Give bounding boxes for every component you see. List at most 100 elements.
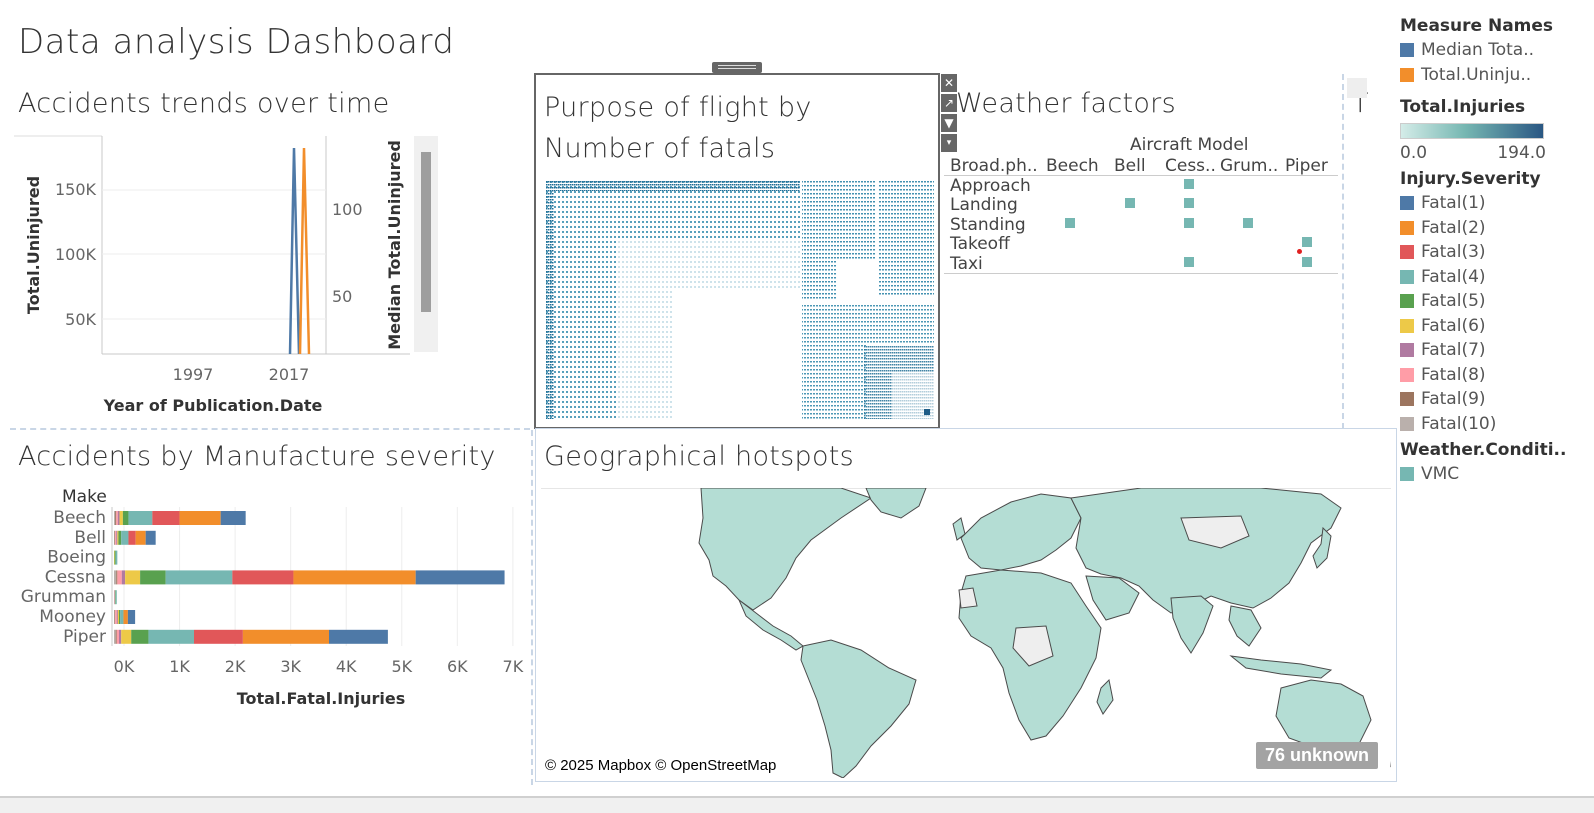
mfg-bar-grumman-fatal-5[interactable] — [115, 590, 116, 605]
legend-item-label: Fatal(2) — [1421, 217, 1486, 238]
mfg-bar-cessna-fatal-2[interactable] — [293, 570, 416, 585]
mfg-bar-boeing-fatal-4[interactable] — [115, 550, 118, 565]
mfg-bar-beech-fatal-10[interactable] — [114, 511, 116, 525]
trends-scrollbar-thumb[interactable] — [421, 152, 431, 312]
mfg-bar-bell-fatal-9[interactable] — [114, 530, 116, 545]
mfg-bar-piper-fatal-7[interactable] — [119, 629, 122, 644]
mfg-bar-mooney-fatal-10[interactable] — [114, 610, 115, 624]
mfg-bar-bell-fatal-3[interactable] — [128, 530, 136, 545]
legend-severity-fatal-9[interactable]: Fatal(9) — [1400, 387, 1590, 412]
mfg-bar-bell-fatal-10[interactable] — [114, 530, 115, 545]
legend-severity-fatal-2[interactable]: Fatal(2) — [1400, 216, 1590, 241]
close-icon[interactable]: ✕ — [941, 74, 957, 92]
legend-measure-median-tota[interactable]: Median Tota.. — [1400, 38, 1590, 63]
mfg-bar-cessna-fatal-10[interactable] — [114, 570, 117, 585]
legend-severity-fatal-8[interactable]: Fatal(8) — [1400, 363, 1590, 388]
bottom-scrollbar[interactable] — [0, 796, 1594, 813]
mfg-bar-cessna-fatal-8[interactable] — [117, 570, 122, 585]
mfg-bar-mooney-fatal-9[interactable] — [114, 610, 116, 624]
legend-severity-fatal-10[interactable]: Fatal(10) — [1400, 412, 1590, 437]
mfg-bar-piper-fatal-3[interactable] — [194, 629, 243, 644]
mfg-bar-cessna-fatal-9[interactable] — [116, 570, 118, 585]
mfg-bar-piper-fatal-9[interactable] — [115, 629, 117, 644]
mfg-bar-piper-fatal-6[interactable] — [121, 629, 132, 644]
filter-icon[interactable]: ▼ — [941, 114, 957, 132]
mfg-bar-beech-fatal-5[interactable] — [122, 511, 129, 525]
legend-severity-fatal-4[interactable]: Fatal(4) — [1400, 265, 1590, 290]
weather-mark-landing-cess[interactable] — [1184, 198, 1194, 208]
mfg-bar-beech-fatal-1[interactable] — [220, 511, 246, 525]
mfg-bar-bell-fatal-4[interactable] — [121, 530, 129, 545]
weather-mark-takeoff-piper[interactable] — [1302, 237, 1312, 247]
mfg-bar-grumman-fatal-4[interactable] — [115, 590, 117, 605]
legend-severity-fatal-3[interactable]: Fatal(3) — [1400, 240, 1590, 265]
world-map[interactable]: © 2025 Mapbox © OpenStreetMap — [541, 488, 1391, 778]
legend-severity-fatal-7[interactable]: Fatal(7) — [1400, 338, 1590, 363]
map-nodata-mongolia — [1180, 515, 1250, 549]
more-options-icon[interactable]: ▾ — [941, 134, 957, 152]
mfg-bar-beech-fatal-4[interactable] — [128, 511, 153, 525]
trends-y-left-label: Total.Uninjured — [24, 176, 43, 314]
trends-scrollbar[interactable] — [414, 136, 438, 352]
mfg-bar-piper-fatal-10[interactable] — [114, 629, 116, 644]
mfg-bar-piper-fatal-1[interactable] — [329, 629, 388, 644]
purpose-treemap[interactable] — [546, 181, 936, 419]
mfg-bar-boeing-fatal-6[interactable] — [114, 550, 115, 565]
weather-mark-approach-cess[interactable] — [1184, 179, 1194, 189]
mfg-bar-beech-fatal-6[interactable] — [119, 511, 123, 525]
mfg-bar-beech-fatal-7[interactable] — [117, 511, 120, 525]
mfg-bar-mooney-fatal-7[interactable] — [116, 610, 118, 624]
weather-mark-standing-cess[interactable] — [1184, 218, 1194, 228]
mfg-bar-mooney-fatal-4[interactable] — [120, 610, 124, 624]
weather-mark-landing-bell[interactable] — [1125, 198, 1135, 208]
purpose-panel[interactable]: Purpose of flight by Number of fatals — [534, 73, 940, 429]
go-to-sheet-icon[interactable]: ↗ — [941, 94, 957, 112]
mfg-bar-piper-fatal-2[interactable] — [242, 629, 329, 644]
mfg-bar-mooney-fatal-5[interactable] — [119, 610, 121, 624]
mfg-bar-bell-fatal-6[interactable] — [117, 530, 119, 545]
mfg-bar-bell-fatal-2[interactable] — [135, 530, 146, 545]
mfg-bar-bell-fatal-5[interactable] — [118, 530, 122, 545]
mfg-category-piper: Piper — [63, 627, 106, 647]
weather-mark-taxi-piper[interactable] — [1302, 257, 1312, 267]
mfg-bar-cessna-fatal-7[interactable] — [121, 570, 126, 585]
mfg-bar-beech-fatal-9[interactable] — [115, 511, 117, 525]
mfg-bar-boeing-fatal-5[interactable] — [114, 550, 116, 565]
mfg-bar-bell-fatal-7[interactable] — [116, 530, 118, 545]
weather-mark-standing-grum[interactable] — [1243, 218, 1253, 228]
legend-total-injuries-gradient[interactable] — [1400, 123, 1544, 139]
weather-mark-standing-beech[interactable] — [1065, 218, 1075, 228]
move-handle-grip — [718, 65, 756, 69]
mfg-bar-mooney-fatal-8[interactable] — [115, 610, 117, 624]
mfg-bar-piper-fatal-5[interactable] — [131, 629, 149, 644]
manufacture-chart[interactable]: Make BeechBellBoeingCessnaGrummanMooneyP… — [0, 482, 530, 712]
mfg-bar-bell-fatal-1[interactable] — [145, 530, 156, 545]
mfg-bar-piper-fatal-8[interactable] — [116, 629, 119, 644]
legend-weather-vmc[interactable]: VMC — [1400, 462, 1590, 487]
mfg-bar-cessna-fatal-6[interactable] — [125, 570, 141, 585]
mfg-bar-mooney-fatal-1[interactable] — [127, 610, 136, 624]
mfg-bar-piper-fatal-4[interactable] — [148, 629, 194, 644]
unknown-badge[interactable]: 76 unknown — [1256, 742, 1379, 769]
legend-severity-fatal-5[interactable]: Fatal(5) — [1400, 289, 1590, 314]
legend-swatch — [1400, 220, 1414, 235]
move-handle[interactable] — [712, 62, 762, 73]
mfg-bar-beech-fatal-8[interactable] — [116, 511, 118, 525]
mfg-bar-mooney-fatal-2[interactable] — [123, 610, 128, 624]
trends-chart[interactable]: 150K 100K 50K 100 50 1997 2017 Total.Uni… — [10, 130, 440, 420]
legend-total-injuries-title: Total.Injuries — [1400, 97, 1526, 117]
weather-table[interactable]: Broad.ph.. Beech Bell Cess.. Grum.. Pipe… — [944, 156, 1338, 274]
legend-weather-condition-title: Weather.Conditi.. — [1400, 440, 1567, 460]
mfg-bar-beech-fatal-3[interactable] — [152, 511, 180, 525]
legend-severity-fatal-1[interactable]: Fatal(1) — [1400, 191, 1590, 216]
mfg-bar-cessna-fatal-1[interactable] — [415, 570, 505, 585]
mfg-bar-mooney-fatal-6[interactable] — [117, 610, 119, 624]
mfg-bar-bell-fatal-8[interactable] — [115, 530, 117, 545]
mfg-bar-beech-fatal-2[interactable] — [179, 511, 221, 525]
mfg-bar-cessna-fatal-5[interactable] — [140, 570, 166, 585]
legend-measure-total-uninju[interactable]: Total.Uninju.. — [1400, 63, 1590, 88]
mfg-bar-cessna-fatal-3[interactable] — [232, 570, 294, 585]
mfg-bar-cessna-fatal-4[interactable] — [165, 570, 233, 585]
legend-severity-fatal-6[interactable]: Fatal(6) — [1400, 314, 1590, 339]
weather-mark-taxi-cess[interactable] — [1184, 257, 1194, 267]
